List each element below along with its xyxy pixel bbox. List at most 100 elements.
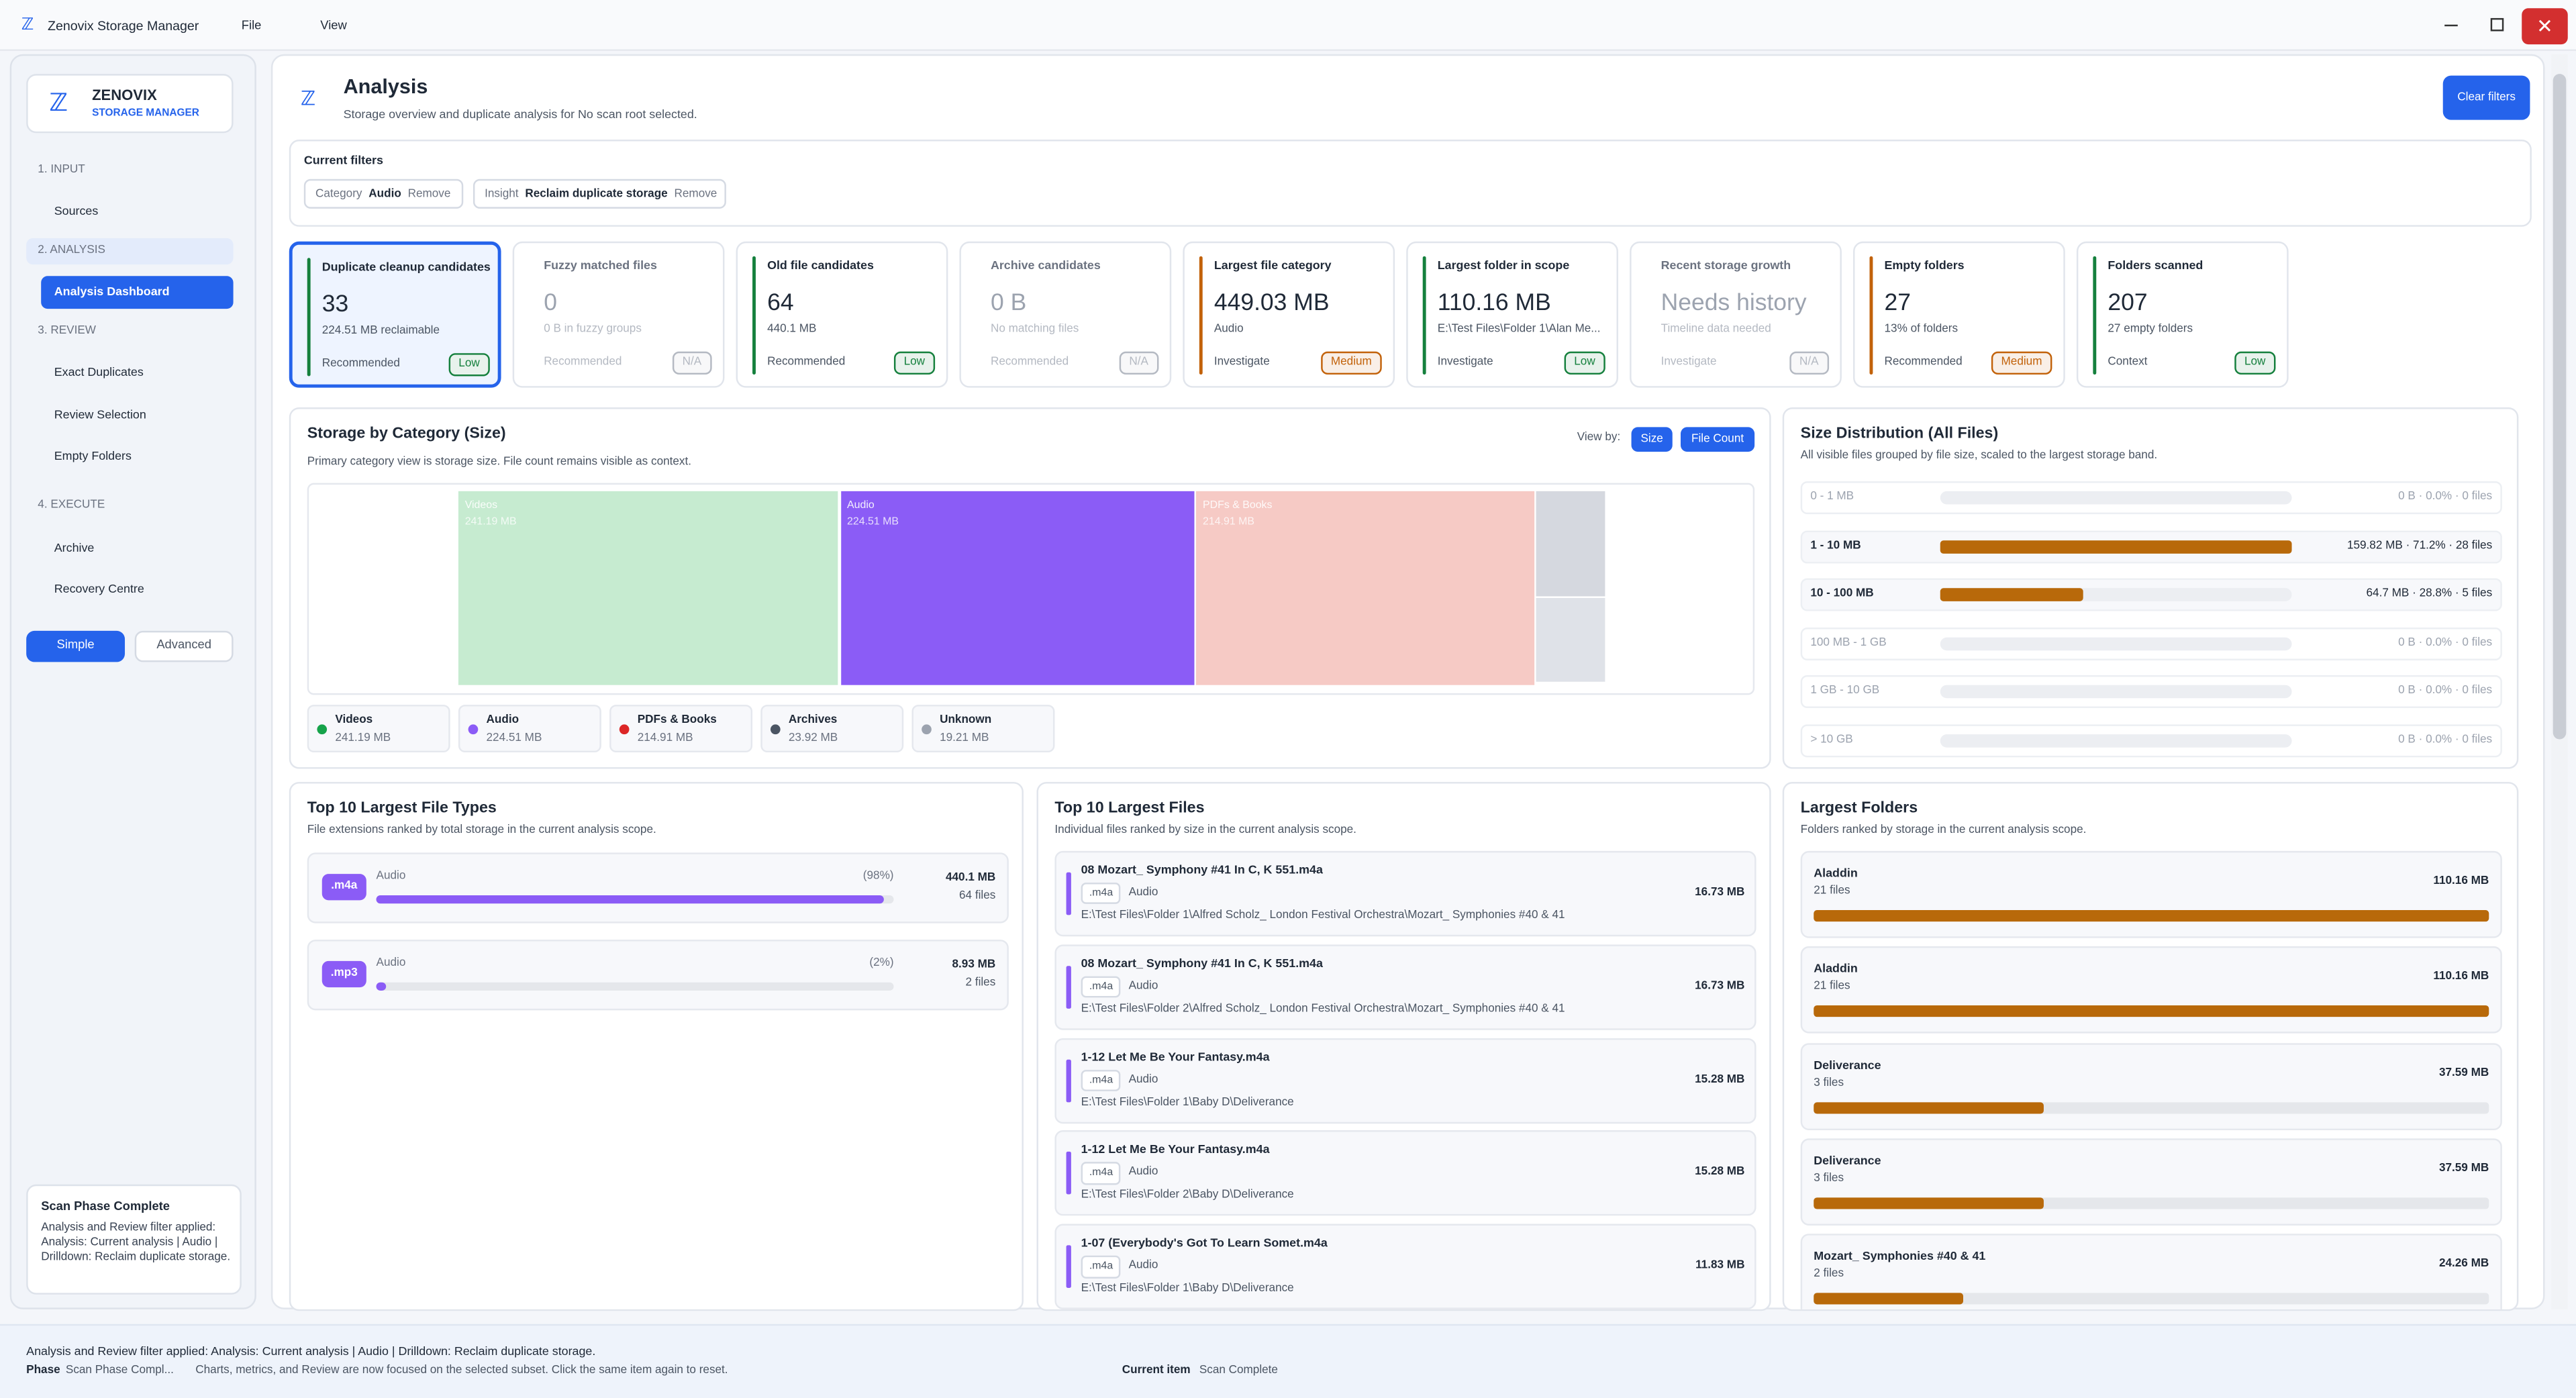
type-percent: (98%): [862, 870, 894, 883]
status-text: Analysis and Review filter applied: Anal…: [41, 1222, 231, 1264]
ext-label: .m4a: [331, 880, 358, 893]
card-value: 449.03 MB: [1213, 290, 1330, 317]
menu-item[interactable]: File: [241, 17, 262, 33]
size-row[interactable]: [1800, 626, 2502, 660]
type-files: 64 files: [958, 890, 996, 902]
section-title: 1. INPUT: [38, 164, 85, 176]
metric-card[interactable]: Duplicate cleanup candidates 33 224.51 MB …: [289, 241, 501, 388]
metric-card[interactable]: Fuzzy matched files 0 0 B in fuzzy groups R…: [512, 241, 725, 388]
minimize-button[interactable]: [2444, 24, 2458, 27]
close-button[interactable]: ✕: [2522, 8, 2568, 45]
mode-button[interactable]: [134, 630, 234, 662]
legend-item[interactable]: [307, 705, 450, 753]
clear-filters-label[interactable]: Clear filters: [2457, 91, 2516, 103]
folder-bar: [1814, 1101, 2044, 1113]
nav-item[interactable]: Recovery Centre: [54, 581, 144, 597]
treemap-tile[interactable]: [1536, 491, 1605, 597]
chip-action[interactable]: Remove: [674, 188, 717, 200]
view-toggle[interactable]: [1680, 427, 1755, 452]
legend-item[interactable]: [609, 705, 753, 753]
size-label: 1 - 10 MB: [1810, 540, 1861, 552]
file-type-row[interactable]: [307, 938, 1009, 1010]
view-toggle[interactable]: [1631, 427, 1673, 452]
nav-item[interactable]: Analysis Dashboard: [54, 283, 170, 299]
legend-item[interactable]: [760, 705, 904, 753]
metric-card[interactable]: Empty folders 27 13% of folders Recommended…: [1853, 241, 2065, 388]
metric-card[interactable]: Folders scanned 207 27 empty folders Contex…: [2076, 241, 2289, 388]
card-detail: Timeline data needed: [1661, 323, 1771, 336]
type-category: Audio: [376, 956, 406, 968]
card-value: 0: [544, 290, 557, 317]
size-row[interactable]: [1800, 723, 2502, 757]
treemap-tile[interactable]: Audio 224.51 MB: [840, 491, 1194, 685]
clear-filters-button[interactable]: [2442, 75, 2530, 120]
treemap-tile[interactable]: PDFs & Books 214.91 MB: [1196, 491, 1534, 685]
view-toggle-label[interactable]: Size: [1640, 432, 1663, 445]
folder-row[interactable]: [1800, 850, 2502, 938]
panel-title: Size Distribution (All Files): [1800, 424, 1999, 443]
nav-item[interactable]: Review Selection: [54, 407, 146, 422]
card-accent: [1199, 256, 1203, 375]
metric-card[interactable]: Recent storage growth Needs history Timeli…: [1630, 241, 1842, 388]
metric-card[interactable]: Largest folder in scope 110.16 MB E:\Test …: [1406, 241, 1618, 388]
size-detail: 0 B · 0.0% · 0 files: [2398, 491, 2493, 503]
card-badge: Medium: [1321, 351, 1382, 375]
folder-row[interactable]: [1800, 1138, 2502, 1226]
size-label: > 10 GB: [1810, 733, 1853, 745]
mode-label[interactable]: Simple: [56, 636, 95, 652]
file-row[interactable]: [1054, 850, 1756, 937]
nav-item[interactable]: Exact Duplicates: [54, 364, 144, 379]
metric-card[interactable]: Old file candidates 64 440.1 MB Recommended…: [736, 241, 948, 388]
file-types-panel: Top 10 Largest File Types File extensions…: [289, 782, 1024, 1311]
file-category: Audio: [1128, 1166, 1158, 1179]
nav-item[interactable]: Archive: [54, 540, 95, 555]
legend-name: Videos: [335, 713, 373, 726]
file-row[interactable]: [1054, 1224, 1756, 1309]
metric-card[interactable]: Largest file category 449.03 MB Audio Inves…: [1183, 241, 1395, 388]
size-row[interactable]: [1800, 530, 2502, 563]
nav-active[interactable]: [41, 276, 234, 309]
menu-item[interactable]: View: [320, 17, 347, 33]
page-title: Analysis: [343, 75, 428, 99]
folder-row[interactable]: [1800, 946, 2502, 1034]
legend-item[interactable]: [911, 705, 1055, 753]
file-size: 15.28 MB: [1695, 1166, 1745, 1179]
file-ext: .m4a: [1081, 1069, 1122, 1092]
file-row[interactable]: [1054, 1037, 1756, 1124]
legend-name: Unknown: [940, 713, 992, 726]
file-type-row[interactable]: [307, 852, 1009, 923]
folder-size: 37.59 MB: [2438, 1162, 2489, 1175]
card-footer: Recommended: [1884, 356, 1963, 368]
treemap-tile[interactable]: Videos 241.19 MB: [458, 491, 838, 685]
legend-item[interactable]: [458, 705, 601, 753]
scrollbar-thumb[interactable]: [2553, 74, 2567, 740]
file-ext: .m4a: [1081, 1162, 1122, 1185]
mode-button[interactable]: [26, 630, 126, 662]
card-title: Recent storage growth: [1661, 257, 1791, 272]
legend-dot: [468, 724, 479, 735]
restore-button[interactable]: [2490, 17, 2504, 32]
nav-item[interactable]: Empty Folders: [54, 448, 132, 463]
file-row[interactable]: [1054, 1130, 1756, 1217]
size-bar: [1940, 540, 2292, 553]
file-row[interactable]: [1054, 944, 1756, 1030]
size-panel: Size Distribution (All Files) All visible…: [1782, 407, 2519, 769]
chip-action[interactable]: Remove: [407, 188, 451, 200]
size-track: [1940, 685, 2292, 699]
metric-card[interactable]: Archive candidates 0 B No matching files Re…: [959, 241, 1172, 388]
nav-item[interactable]: Sources: [54, 203, 99, 219]
card-badge: N/A: [672, 351, 711, 375]
tile-value: 224.51 MB: [847, 516, 899, 528]
mode-label[interactable]: Advanced: [156, 636, 211, 652]
size-row[interactable]: [1800, 675, 2502, 708]
view-toggle-label[interactable]: File Count: [1691, 432, 1744, 445]
status-message: Analysis and Review filter applied: Anal…: [26, 1343, 596, 1358]
size-row[interactable]: [1800, 481, 2502, 515]
legend-dot: [922, 724, 932, 735]
largest-folders-panel: Largest Folders Folders ranked by storage…: [1782, 782, 2519, 1311]
card-footer: Recommended: [767, 356, 846, 368]
treemap-tile[interactable]: [1536, 599, 1605, 683]
folder-row[interactable]: [1800, 1042, 2502, 1130]
panel-title: Top 10 Largest Files: [1054, 799, 1205, 817]
